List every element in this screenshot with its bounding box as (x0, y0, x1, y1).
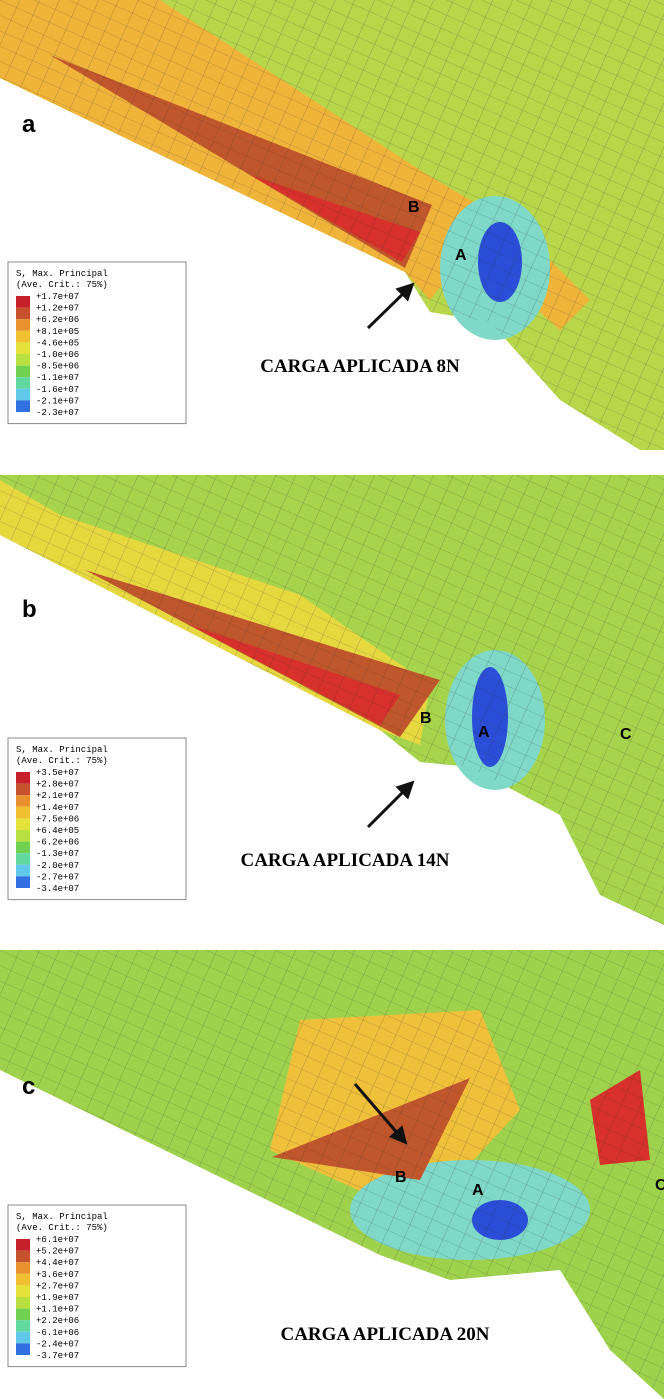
point-label: A (455, 247, 467, 264)
legend-swatch (16, 296, 30, 308)
legend-swatch (16, 342, 30, 354)
legend-entry: -2.3e+07 (36, 408, 79, 418)
legend-entry: +6.4e+05 (36, 826, 79, 836)
caption: CARGA APLICADA 20N (280, 1324, 489, 1345)
legend-entry: -3.7e+07 (36, 1351, 79, 1361)
legend-swatch (16, 366, 30, 378)
legend-entry: +3.5e+07 (36, 768, 79, 778)
point-label: C (655, 1177, 664, 1194)
legend-swatch (16, 1332, 30, 1344)
legend-entry: +2.8e+07 (36, 780, 79, 790)
caption: CARGA APLICADA 14N (240, 850, 449, 871)
legend-entry: -2.7e+07 (36, 872, 79, 882)
legend-entry: +3.6e+07 (36, 1270, 79, 1280)
panel-label: a (22, 111, 36, 138)
legend-entry: -1.1e+07 (36, 373, 79, 383)
legend-title: S, Max. Principal (16, 1212, 108, 1222)
legend-entry: +1.2e+07 (36, 304, 79, 314)
legend-swatch (16, 1343, 30, 1355)
legend-entry: -1.0e+06 (36, 350, 79, 360)
legend-entry: +6.2e+06 (36, 315, 79, 325)
panel: a CARGA APLICADA 8N B A S, Max. Principal(Av… (0, 0, 664, 450)
legend-swatch (16, 1297, 30, 1309)
legend-swatch (16, 818, 30, 830)
legend-entry: +1.9e+07 (36, 1293, 79, 1303)
legend-subtitle: (Ave. Crit.: 75%) (16, 756, 108, 766)
load-arrow (368, 285, 412, 328)
legend-swatch (16, 795, 30, 807)
legend-entry: +2.1e+07 (36, 791, 79, 801)
legend-entry: +1.7e+07 (36, 292, 79, 302)
legend-entry: -1.3e+07 (36, 849, 79, 859)
legend-swatch (16, 1309, 30, 1321)
legend-entry: -3.4e+07 (36, 884, 79, 894)
figure: aCARGA APLICADA 8NBAS, Max. Principal(Av… (0, 0, 664, 1399)
point-label: A (478, 724, 490, 741)
legend-swatch (16, 876, 30, 888)
legend-swatch (16, 1274, 30, 1286)
legend-swatch (16, 1285, 30, 1297)
legend-swatch (16, 830, 30, 842)
legend-swatch (16, 389, 30, 401)
legend-entry: -8.5e+06 (36, 362, 79, 372)
legend-entry: +7.5e+06 (36, 814, 79, 824)
legend-title: S, Max. Principal (16, 269, 108, 279)
legend-entry: +4.4e+07 (36, 1258, 79, 1268)
legend-swatch (16, 1262, 30, 1274)
legend-entry: +5.2e+07 (36, 1247, 79, 1257)
legend-entry: -2.1e+07 (36, 396, 79, 406)
legend-entry: -2.0e+07 (36, 861, 79, 871)
point-label: C (620, 726, 632, 743)
legend-subtitle: (Ave. Crit.: 75%) (16, 280, 108, 290)
legend-entry: +2.7e+07 (36, 1281, 79, 1291)
legend-swatch (16, 772, 30, 784)
legend-swatch (16, 865, 30, 877)
legend-swatch (16, 1239, 30, 1251)
panel: c CARGA APLICADA 20N B A C S, Max. Principal(… (0, 950, 664, 1399)
legend-swatch (16, 331, 30, 343)
legend-entry: +6.1e+07 (36, 1235, 79, 1245)
legend-entry: -2.4e+07 (36, 1339, 79, 1349)
panel: b CARGA APLICADA 14N B A C S, Max. Principal(… (0, 475, 664, 925)
legend-entry: -4.6e+05 (36, 338, 79, 348)
legend-swatch (16, 1320, 30, 1332)
legend-entry: +1.1e+07 (36, 1305, 79, 1315)
legend-title: S, Max. Principal (16, 745, 108, 755)
legend-swatch (16, 807, 30, 819)
legend-swatch (16, 784, 30, 796)
legend-swatch (16, 842, 30, 854)
caption: CARGA APLICADA 8N (260, 356, 460, 377)
legend-swatch (16, 853, 30, 865)
point-label: B (395, 1169, 407, 1186)
legend-entry: +2.2e+06 (36, 1316, 79, 1326)
legend-swatch (16, 400, 30, 412)
legend-swatch (16, 319, 30, 331)
point-label: A (472, 1182, 484, 1199)
legend-entry: +8.1e+05 (36, 327, 79, 337)
legend-entry: -6.1e+06 (36, 1328, 79, 1338)
load-arrow (368, 783, 412, 827)
point-label: B (420, 710, 432, 727)
legend-swatch (16, 1251, 30, 1263)
legend-entry: -6.2e+06 (36, 838, 79, 848)
panel-label: c (22, 1073, 35, 1100)
legend-swatch (16, 377, 30, 389)
point-label: B (408, 199, 420, 216)
panel-label: b (22, 596, 37, 623)
legend-entry: -1.6e+07 (36, 385, 79, 395)
legend-swatch (16, 308, 30, 320)
legend-entry: +1.4e+07 (36, 803, 79, 813)
legend-swatch (16, 354, 30, 366)
legend-subtitle: (Ave. Crit.: 75%) (16, 1223, 108, 1233)
